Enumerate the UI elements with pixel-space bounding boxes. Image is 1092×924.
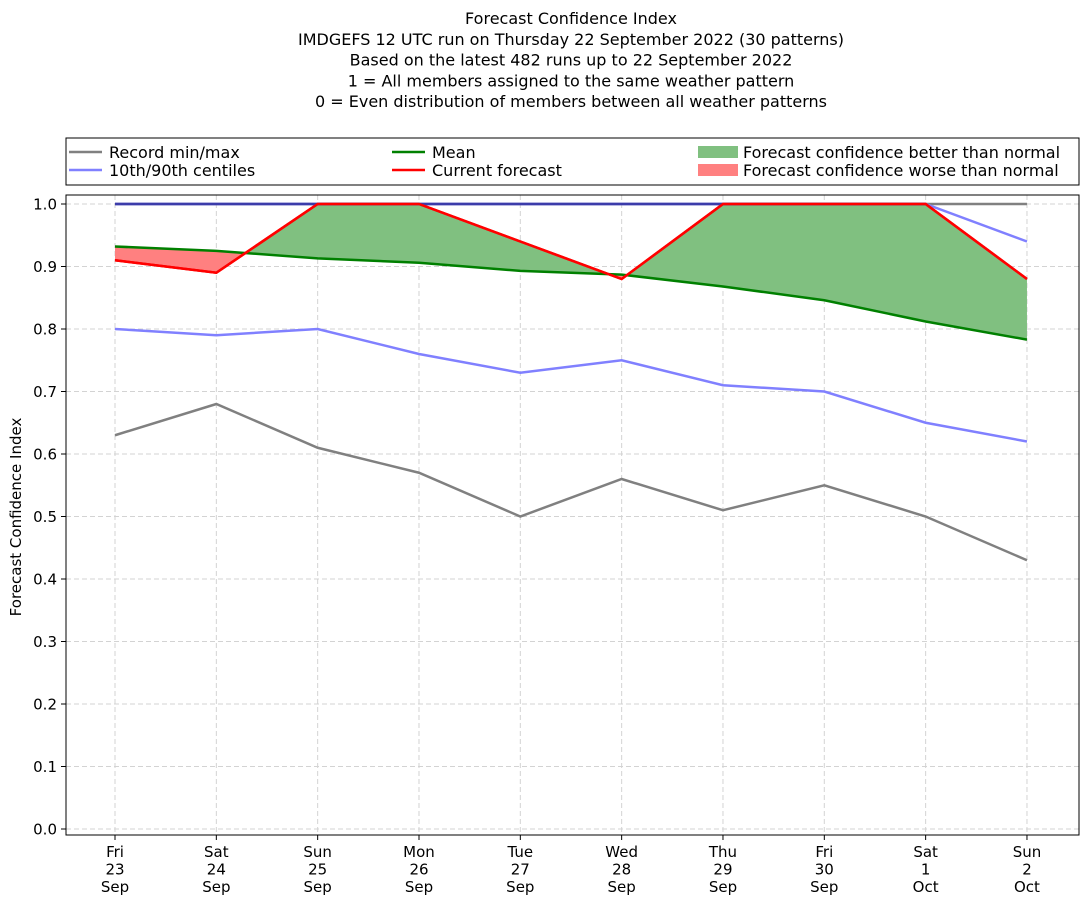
y-axis: 0.0 0.1 0.2 0.3 0.4 0.5 0.6 0.7 0.8 0.9 1.0 xyxy=(33,196,66,839)
y-tick-label-3: 0.3 xyxy=(33,633,57,651)
x-tick-label-8-0: Sat xyxy=(913,843,938,861)
legend-label-forecast-confidence-better-than-normal: Forecast confidence better than normal xyxy=(743,143,1060,162)
x-tick-label-3-0: Mon xyxy=(403,843,435,861)
x-tick-label-9-2: Oct xyxy=(1014,878,1040,896)
x-tick-label-5-2: Sep xyxy=(608,878,636,896)
y-tick-label-0: 0.0 xyxy=(33,821,57,839)
y-tick-label-9: 0.9 xyxy=(33,258,57,276)
x-tick-label-2-2: Sep xyxy=(304,878,332,896)
plot-frame xyxy=(65,194,1080,836)
fill-worse-0 xyxy=(115,246,246,273)
x-tick-label-6-0: Thu xyxy=(708,843,737,861)
x-tick-label-3-2: Sep xyxy=(405,878,433,896)
fill-better-3 xyxy=(626,204,1027,340)
x-tick-label-0-0: Fri xyxy=(106,843,124,861)
x-tick-label-1-1: 24 xyxy=(207,861,226,879)
legend-swatch-forecast-confidence-better-than-normal xyxy=(698,146,738,158)
legend-label-forecast-confidence-worse-than-normal: Forecast confidence worse than normal xyxy=(743,161,1059,180)
series-mean xyxy=(114,245,1028,341)
legend-box xyxy=(65,137,1080,186)
x-tick-label-1-2: Sep xyxy=(202,878,230,896)
grid-lines xyxy=(66,195,1079,835)
title-line-5: 0 = Even distribution of members between… xyxy=(315,92,827,111)
x-tick-label-7-2: Sep xyxy=(810,878,838,896)
x-tick-label-6-1: 29 xyxy=(713,861,732,879)
y-tick-label-10: 1.0 xyxy=(33,196,57,214)
x-tick-label-3-1: 26 xyxy=(409,861,428,879)
x-tick-label-5-0: Wed xyxy=(605,843,638,861)
chart-title: Forecast Confidence Index IMDGEFS 12 UTC … xyxy=(298,9,844,111)
x-tick-label-1-0: Sat xyxy=(204,843,229,861)
x-axis: Fri23SepSat24SepSun25SepMon26SepTue27Sep… xyxy=(101,835,1041,896)
x-tick-label-8-2: Oct xyxy=(913,878,939,896)
y-tick-label-6: 0.6 xyxy=(33,446,57,464)
x-tick-label-6-2: Sep xyxy=(709,878,737,896)
confidence-fills xyxy=(115,204,1027,340)
x-tick-label-7-1: 30 xyxy=(815,861,834,879)
title-line-1: Forecast Confidence Index xyxy=(465,9,677,28)
series-lines xyxy=(114,202,1028,562)
x-tick-label-2-0: Sun xyxy=(303,843,332,861)
y-tick-label-4: 0.4 xyxy=(33,571,57,589)
x-tick-label-8-1: 1 xyxy=(921,861,931,879)
legend-label-10th-90th-centiles: 10th/90th centiles xyxy=(109,161,255,180)
series-current-top xyxy=(114,202,1028,281)
x-tick-label-4-2: Sep xyxy=(506,878,534,896)
title-line-3: Based on the latest 482 runs up to 22 Se… xyxy=(350,51,793,70)
x-tick-label-4-0: Tue xyxy=(507,843,534,861)
legend-label-mean: Mean xyxy=(432,143,476,162)
x-tick-label-9-1: 2 xyxy=(1022,861,1032,879)
y-tick-label-7: 0.7 xyxy=(33,383,57,401)
x-tick-label-7-0: Fri xyxy=(815,843,833,861)
x-tick-label-0-1: 23 xyxy=(105,861,124,879)
fill-better-1 xyxy=(245,204,609,275)
x-tick-label-4-1: 27 xyxy=(511,861,530,879)
y-tick-label-5: 0.5 xyxy=(33,508,57,526)
series-p10 xyxy=(114,327,1028,443)
x-tick-label-5-1: 28 xyxy=(612,861,631,879)
y-tick-label-2: 0.2 xyxy=(33,696,57,714)
x-tick-label-2-1: 25 xyxy=(308,861,327,879)
x-tick-label-0-2: Sep xyxy=(101,878,129,896)
legend-label-record-min-max: Record min/max xyxy=(109,143,240,162)
legend-label-current-forecast: Current forecast xyxy=(432,161,562,180)
y-axis-label: Forecast Confidence Index xyxy=(7,418,25,617)
y-tick-label-8: 0.8 xyxy=(33,321,57,339)
title-line-2: IMDGEFS 12 UTC run on Thursday 22 Septem… xyxy=(298,30,844,49)
title-line-4: 1 = All members assigned to the same wea… xyxy=(348,71,795,90)
series-record-min xyxy=(114,402,1028,562)
legend-swatch-forecast-confidence-worse-than-normal xyxy=(698,164,738,176)
y-tick-label-1: 0.1 xyxy=(33,758,57,776)
x-tick-label-9-0: Sun xyxy=(1013,843,1042,861)
